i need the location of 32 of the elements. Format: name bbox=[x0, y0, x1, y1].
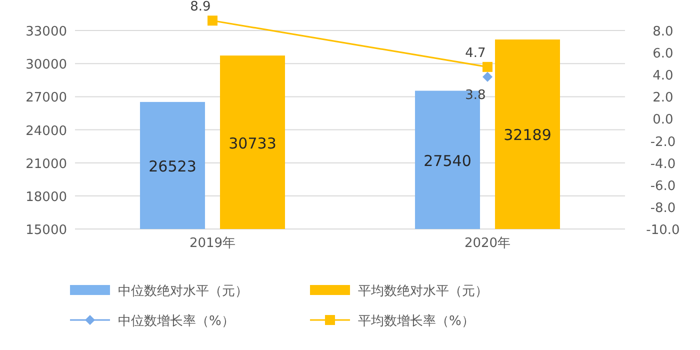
data-label: 26523 bbox=[148, 157, 196, 176]
point bbox=[482, 62, 492, 72]
point bbox=[482, 72, 492, 82]
y2-tick-label: 2.0 bbox=[652, 90, 674, 106]
y-tick-label: 21000 bbox=[26, 156, 67, 172]
legend-label: 平均数绝对水平（元） bbox=[358, 284, 488, 299]
point bbox=[208, 16, 218, 26]
y-tick-label: 33000 bbox=[26, 24, 67, 40]
data-label: 8.9 bbox=[190, 0, 211, 15]
legend-label: 中位数绝对水平（元） bbox=[118, 284, 248, 299]
y2-tick-label: 0.0 bbox=[652, 112, 674, 128]
legend-label: 中位数增长率（%） bbox=[118, 313, 234, 329]
data-label: 32189 bbox=[504, 126, 552, 144]
x-tick-label: 2019年 bbox=[189, 236, 236, 251]
y2-tick-label: 4.0 bbox=[652, 68, 674, 84]
y2-tick-label: -10.0 bbox=[646, 223, 680, 238]
y2-tick-label: -2.0 bbox=[650, 134, 676, 150]
y-tick-label: 27000 bbox=[26, 90, 67, 106]
y2-tick-label: -6.0 bbox=[650, 178, 676, 194]
y-tick-label: 18000 bbox=[26, 190, 67, 205]
data-label: 30733 bbox=[228, 134, 276, 152]
y2-tick-label: -8.0 bbox=[650, 200, 676, 216]
y2-tick-label: 6.0 bbox=[652, 46, 674, 62]
y-tick-label: 15000 bbox=[26, 223, 67, 238]
legend-label: 平均数增长率（%） bbox=[358, 313, 474, 329]
y2-tick-label: 8.0 bbox=[652, 24, 674, 40]
data-label: 4.7 bbox=[465, 46, 486, 61]
y2-tick-label: -4.0 bbox=[650, 156, 676, 172]
data-label: 27540 bbox=[424, 152, 472, 170]
x-tick-label: 2020年 bbox=[464, 236, 511, 251]
y-tick-label: 24000 bbox=[26, 124, 67, 139]
y-tick-label: 30000 bbox=[26, 58, 67, 73]
